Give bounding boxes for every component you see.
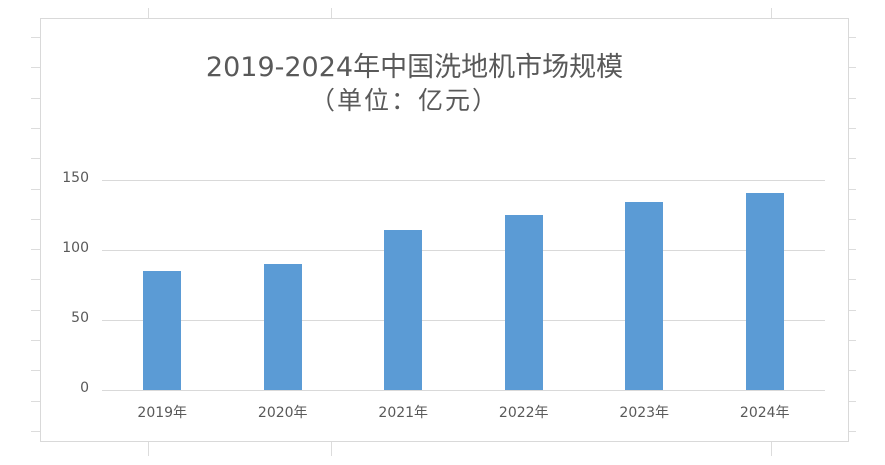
- bar-2020年[interactable]: [263, 264, 302, 390]
- x-axis-tick-label: 2022年: [498, 405, 549, 421]
- x-axis-tick-label: 2019年: [137, 405, 188, 421]
- bar-2023年[interactable]: [625, 202, 664, 390]
- y-axis-tick-label: 150: [62, 170, 89, 186]
- y-axis-tick-label: 100: [62, 240, 89, 256]
- gridline: [102, 250, 825, 251]
- x-axis-tick-label: 2021年: [378, 405, 429, 421]
- bar-2022年[interactable]: [504, 215, 543, 390]
- y-axis-tick-label: 50: [71, 310, 89, 326]
- gridline: [102, 180, 825, 181]
- chart-title: 2019-2024年中国洗地机市场规模: [205, 52, 624, 83]
- x-axis-tick-label: 2020年: [257, 405, 308, 421]
- y-axis-tick-label: 0: [80, 380, 89, 396]
- bar-2021年[interactable]: [384, 230, 423, 390]
- chart-area[interactable]: 2019-2024年中国洗地机市场规模 （单位：亿元） 0 50 100 150 201…: [40, 18, 849, 442]
- bar-2019年[interactable]: [143, 271, 182, 390]
- chart-subtitle: （单位：亿元）: [309, 86, 499, 115]
- x-axis-tick-label: 2023年: [619, 405, 670, 421]
- gridline: [102, 320, 825, 321]
- x-axis-tick-label: 2024年: [739, 405, 790, 421]
- bar-2024年[interactable]: [745, 192, 784, 390]
- gridline: [102, 390, 825, 391]
